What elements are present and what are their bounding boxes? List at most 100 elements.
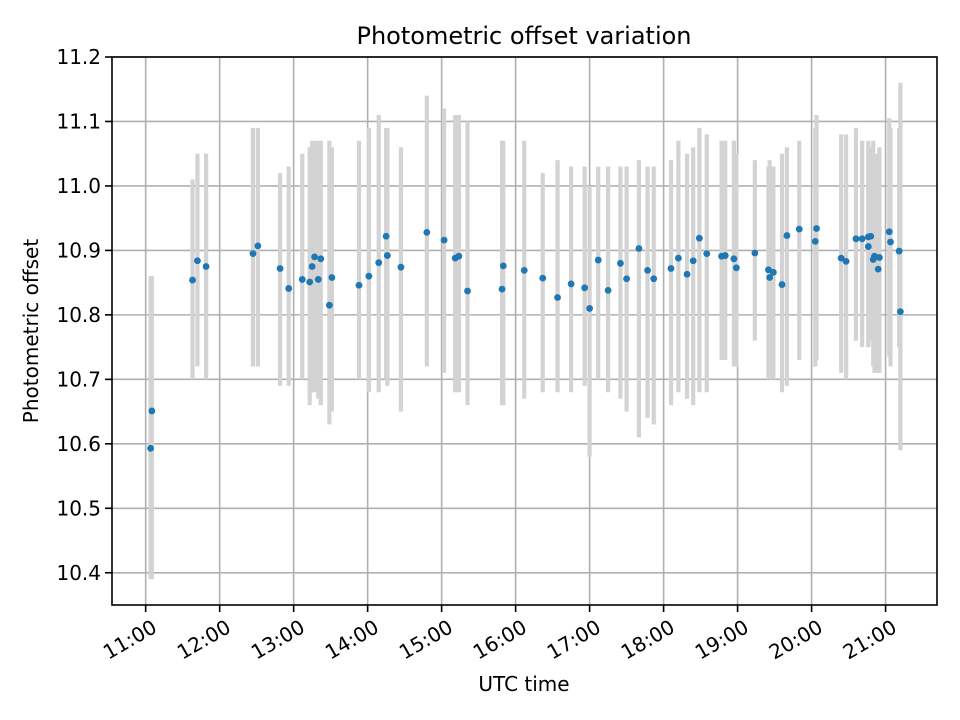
- x-tick-label: 20:00: [765, 615, 827, 665]
- data-point: [885, 228, 893, 236]
- data-point: [858, 235, 866, 243]
- data-point: [895, 247, 903, 255]
- error-bar: [624, 166, 629, 412]
- data-point: [813, 225, 820, 232]
- x-tick-label: 13:00: [247, 615, 309, 665]
- data-point: [148, 407, 156, 415]
- error-bar: [839, 134, 844, 373]
- error-bar: [398, 147, 404, 412]
- data-point: [644, 266, 651, 274]
- data-point: [783, 232, 791, 239]
- data-point: [887, 238, 894, 246]
- data-point: [328, 274, 336, 281]
- data-point: [464, 287, 471, 295]
- x-tick-label: 17:00: [543, 615, 605, 665]
- error-bar: [888, 127, 893, 367]
- error-bar: [366, 127, 371, 393]
- data-point: [298, 276, 306, 283]
- data-point: [683, 270, 691, 278]
- data-point: [440, 236, 448, 244]
- error-bar: [356, 140, 362, 380]
- y-tick-label: 11.0: [56, 174, 101, 198]
- x-tick-label: 16:00: [469, 615, 531, 665]
- data-point: [766, 274, 774, 281]
- y-tick-label: 10.9: [56, 238, 101, 262]
- data-point: [864, 243, 872, 250]
- error-bar: [277, 173, 283, 386]
- error-bar: [587, 185, 592, 457]
- data-point: [842, 257, 850, 265]
- error-bar: [868, 147, 873, 341]
- y-tick-label: 11.2: [56, 45, 101, 69]
- data-points: [147, 225, 904, 452]
- data-point: [695, 234, 703, 242]
- data-point: [795, 225, 803, 233]
- x-tick-label: 19:00: [691, 615, 753, 665]
- error-bar: [376, 115, 381, 393]
- error-bar: [676, 140, 681, 393]
- y-tick-label: 10.7: [56, 367, 101, 391]
- error-bar: [250, 127, 256, 367]
- error-bar: [149, 276, 154, 580]
- data-point: [314, 276, 322, 283]
- y-tick-label: 10.8: [56, 303, 101, 327]
- error-bar: [465, 121, 470, 406]
- error-bar: [286, 166, 291, 386]
- x-tick-label: 15:00: [395, 615, 457, 665]
- data-point: [594, 256, 602, 264]
- error-bar: [645, 166, 650, 419]
- error-bars: [148, 82, 903, 580]
- x-tick-label: 12:00: [173, 615, 235, 665]
- data-point: [721, 252, 729, 259]
- data-point: [326, 301, 333, 309]
- data-point: [635, 245, 643, 252]
- x-tick-label: 21:00: [839, 615, 901, 665]
- error-bar: [636, 160, 642, 438]
- error-bar: [704, 134, 709, 393]
- error-bar: [784, 147, 790, 386]
- data-point: [202, 263, 210, 270]
- data-point: [703, 250, 711, 258]
- error-bar: [300, 153, 305, 380]
- error-bar: [814, 115, 819, 361]
- error-bar: [569, 166, 574, 393]
- data-point: [147, 444, 154, 452]
- data-point: [397, 263, 405, 271]
- error-bar: [318, 140, 323, 406]
- data-point: [689, 257, 697, 265]
- data-point: [604, 286, 612, 294]
- error-bar: [719, 140, 724, 361]
- chart-title: Photometric offset variation: [356, 22, 692, 50]
- data-point: [623, 275, 631, 283]
- data-point: [581, 284, 589, 292]
- x-axis-label: UTC time: [478, 672, 570, 696]
- x-tick-label: 11:00: [99, 615, 161, 665]
- data-point: [751, 249, 759, 257]
- data-point: [285, 285, 293, 292]
- error-bar: [860, 140, 865, 348]
- data-point: [383, 252, 391, 259]
- error-bar: [723, 140, 728, 361]
- data-point: [423, 228, 431, 236]
- data-point: [455, 252, 463, 260]
- error-bar: [501, 140, 506, 406]
- data-point: [811, 237, 819, 245]
- error-bar: [697, 127, 702, 393]
- data-point: [896, 308, 904, 316]
- data-point: [254, 242, 262, 250]
- data-point: [382, 232, 390, 240]
- error-bar: [691, 147, 696, 406]
- data-point: [837, 254, 845, 262]
- data-point: [365, 272, 373, 280]
- error-bar: [540, 173, 545, 393]
- tick-marks: [105, 56, 887, 612]
- data-point: [732, 264, 740, 272]
- data-point: [769, 268, 777, 276]
- error-bar: [606, 166, 611, 393]
- data-point: [874, 265, 882, 273]
- data-point: [730, 255, 738, 263]
- data-point: [876, 254, 883, 261]
- data-point: [617, 259, 624, 267]
